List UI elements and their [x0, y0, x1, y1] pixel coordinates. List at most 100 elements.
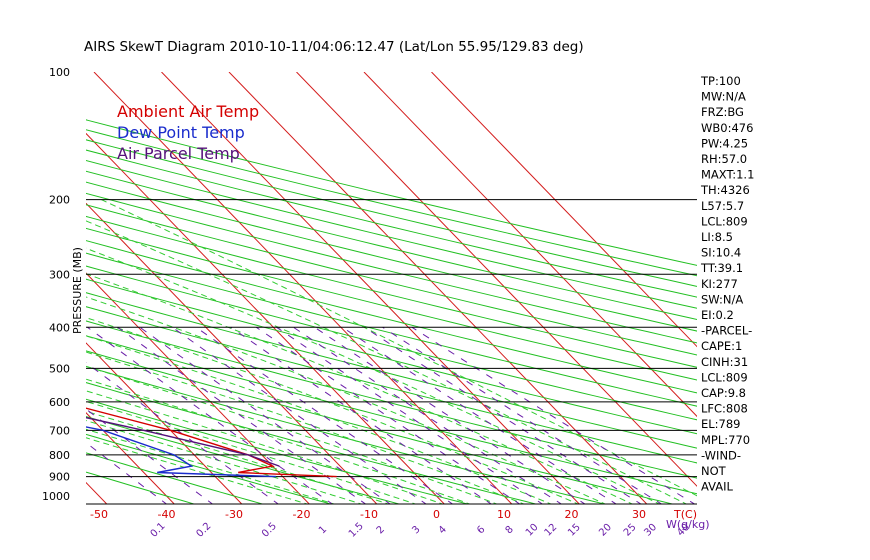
mixing-ratio-line [86, 362, 279, 504]
index-entry: EL:789 [701, 417, 741, 431]
legend: Ambient Air Temp Dew Point Temp Air Parc… [117, 102, 259, 163]
moist-adiabat-line [86, 428, 336, 504]
pressure-tick-label: 800 [49, 449, 70, 462]
chart-title: AIRS SkewT Diagram 2010-10-11/04:06:12.4… [84, 39, 584, 55]
mixing-ratio-tick-label: 25 [622, 522, 639, 539]
index-entry: -PARCEL- [701, 324, 752, 338]
moist-adiabat-line [86, 220, 688, 504]
mixing-ratio-unit: W(g/kg) [666, 518, 710, 531]
index-entry: TP:100 [700, 74, 741, 88]
mixing-ratio-line [314, 326, 586, 504]
index-entry: CAP:9.8 [701, 386, 746, 400]
mixing-ratio-tick-label: 6 [475, 524, 487, 536]
isotherm-line [228, 72, 648, 504]
mixing-ratio-tick-label: 3 [410, 524, 422, 536]
mixing-ratio-line [117, 326, 367, 504]
mixing-ratio-tick-label: 12 [543, 522, 560, 539]
pressure-tick-label: 900 [49, 471, 70, 484]
bottom-temp-tick-label: 30 [632, 508, 646, 521]
bottom-temp-tick-label: -30 [225, 508, 243, 521]
dry-adiabat-line [86, 382, 538, 504]
mixing-ratio-tick-label: 0.1 [149, 521, 168, 540]
mixing-ratio-tick-label: 15 [566, 522, 583, 539]
y-axis-label: PRESSURE (MB) [71, 247, 84, 334]
pressure-tick-label: 700 [49, 424, 70, 437]
isotherm-line [363, 72, 697, 418]
dry-adiabat-line [86, 192, 697, 344]
index-entry: LCL:809 [701, 214, 748, 228]
dry-adiabat-line [86, 227, 697, 381]
grid-lines [86, 72, 697, 504]
index-entry: LCL:809 [701, 370, 748, 384]
index-entry: EI:0.2 [701, 308, 734, 322]
mixing-ratio-tick-label: 2 [375, 524, 387, 536]
dry-adiabat-line [86, 452, 265, 504]
index-entry: RH:57.0 [701, 152, 747, 166]
mixing-ratio-line [342, 326, 617, 504]
index-entry: LFC:808 [701, 402, 748, 416]
dry-adiabat-line [86, 320, 697, 479]
moist-adiabat-line [86, 335, 553, 504]
index-entry: MPL:770 [701, 433, 750, 447]
legend-ambient: Ambient Air Temp [117, 102, 259, 121]
index-entry: LI:8.5 [701, 230, 733, 244]
mixing-ratio-line [139, 326, 391, 504]
mixing-ratio-line [293, 326, 563, 504]
pressure-lines: 100 200 300 400 500 600 700 800 900 1000 [42, 66, 697, 505]
moist-adiabat-line [86, 273, 634, 504]
legend-dewpoint: Dew Point Temp [117, 123, 245, 142]
x-axis-label: T(C) [673, 508, 697, 521]
isotherm-line [161, 72, 580, 504]
dry-adiabat-line [86, 170, 697, 321]
isotherm-line [93, 72, 513, 504]
bottom-temp-tick-label: -10 [360, 508, 378, 521]
pressure-tick-label: 600 [49, 396, 70, 409]
pressure-tick-label: 100 [49, 66, 70, 79]
isotherm-line [296, 72, 697, 487]
dewpoint-temp-line [86, 426, 277, 478]
dry-adiabat-line [86, 306, 697, 464]
mixing-ratio-tick-label: 0.2 [194, 521, 213, 540]
bottom-temp-tick-label: -50 [90, 508, 108, 521]
pressure-tick-label: 200 [49, 194, 70, 207]
moist-adiabat-line [86, 296, 607, 504]
isotherm-line [86, 342, 243, 504]
moist-adiabat-line [86, 410, 390, 504]
moist-adiabat-line [86, 390, 444, 504]
dry-adiabat-line [86, 292, 697, 449]
parcel-temp-line [86, 416, 280, 467]
moist-adiabat-line [86, 351, 526, 504]
pressure-tick-label: 500 [49, 362, 70, 375]
isotherm-line [86, 412, 175, 504]
index-entry: TH:4326 [700, 183, 750, 197]
mixing-ratio-tick-label: 1.5 [347, 521, 366, 540]
dry-adiabat-line [86, 240, 697, 394]
index-entry: AVAIL [701, 480, 734, 494]
index-entry: -WIND- [701, 448, 741, 462]
isotherm-line [86, 481, 108, 504]
index-entry: MAXT:1.1 [701, 168, 754, 182]
mixing-ratio-tick-label: 30 [642, 522, 659, 539]
mixing-ratio-tick-label: 1 [317, 524, 329, 536]
mixing-ratio-line [276, 326, 544, 504]
moist-adiabat-line [86, 247, 661, 504]
dry-adiabat-line [86, 365, 607, 504]
mixing-ratio-tick-label: 10 [524, 522, 541, 539]
bottom-temp-tick-label: 10 [497, 508, 511, 521]
index-entry: FRZ:BG [701, 105, 744, 119]
index-entry: CAPE:1 [701, 339, 742, 353]
dry-adiabat-line [86, 119, 697, 266]
mixing-ratio-line [195, 326, 454, 504]
dry-adiabat-line [86, 204, 697, 356]
mixing-ratio-line [86, 441, 168, 504]
bottom-temp-tick-label: -40 [158, 508, 176, 521]
index-entry: TT:39.1 [700, 261, 743, 275]
moist-adiabat-line [101, 199, 697, 497]
index-entry: SW:N/A [701, 292, 743, 306]
index-entry: MW:N/A [701, 90, 746, 104]
dry-adiabat-line [86, 181, 697, 332]
isotherm-line [86, 132, 445, 504]
index-entry: SI:10.4 [701, 246, 741, 260]
